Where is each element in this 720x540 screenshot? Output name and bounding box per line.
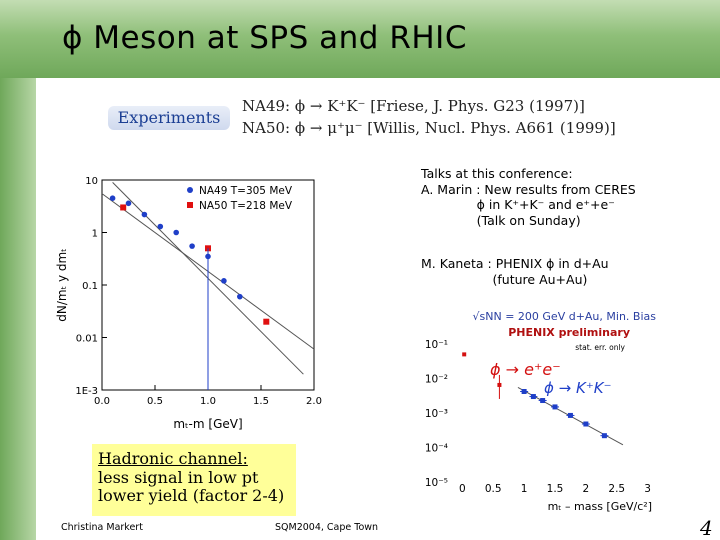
y-tick-label: 10⁻⁴ [425, 443, 448, 455]
phenix-spectrum-chart: √sNN = 200 GeV d+Au, Min. Bias PHENIX pre… [425, 310, 657, 513]
footer-author: Christina Markert [61, 522, 143, 533]
data-point-na49 [109, 195, 116, 202]
data-point-na49 [141, 211, 148, 218]
x-tick-label: 2 [583, 483, 590, 495]
x-tick-label: 1.0 [200, 396, 216, 407]
y-tick-label: 1E-3 [75, 386, 98, 397]
footer-conference: SQM2004, Cape Town [275, 522, 379, 533]
x-axis-label: mₜ-m [GeV] [173, 417, 242, 431]
page-number: 4 [700, 516, 713, 540]
talks-note: Talks at this conference: A. Marin : New… [421, 166, 636, 228]
x-tick-label: 1.5 [547, 483, 564, 495]
legend-marker-na49 [187, 187, 193, 193]
sps-spectrum-chart: 0.0 0.5 1.0 1.5 2.0 10 1 0.1 0.01 1E-3 mₜ-m [GeV] d… [55, 176, 322, 431]
hadronic-line-1: less signal in low pt [98, 467, 259, 487]
x-tick-label: 0.5 [147, 396, 163, 407]
x-tick-label: 3 [644, 483, 651, 495]
talks-note-kaneta: M. Kaneta : PHENIX ϕ in d+Au (future Au+… [421, 256, 609, 287]
legend-marker-na50 [187, 202, 193, 208]
y-tick-label: 1 [92, 229, 98, 240]
experiment-line-na49: NA49: ϕ → K⁺K⁻ [Friese, J. Phys. G23 (19… [242, 97, 585, 115]
hadronic-channel-note: Hadronic channel: less signal in low pt … [92, 444, 296, 516]
x-tick-label: 0.5 [485, 483, 502, 495]
hadronic-line-2: lower yield (factor 2-4) [98, 486, 285, 505]
y-tick-label: 0.1 [82, 281, 98, 292]
phenix-title: √sNN = 200 GeV d+Au, Min. Bias [473, 310, 657, 323]
data-point-na49 [157, 223, 164, 230]
x-tick-label: 1 [521, 483, 528, 495]
hadronic-title: Hadronic channel: [98, 449, 248, 468]
series-label-kk: ϕ → K⁺K⁻ [544, 379, 612, 397]
data-point-na49 [189, 243, 195, 249]
x-tick-label: 0 [459, 483, 466, 495]
y-tick-label: 10 [85, 176, 98, 187]
legend-label: NA49 T=305 MeV [199, 185, 293, 197]
data-point-na50 [120, 204, 127, 211]
x-axis-label: mₜ – mass [GeV/c²] [548, 500, 652, 513]
data-point-na49 [173, 229, 179, 236]
data-point-na49 [237, 293, 243, 300]
y-axis-label: dN/mₜ y dmₜ [55, 248, 69, 321]
phenix-subtitle: PHENIX preliminary [508, 326, 630, 339]
experiment-line-na50: NA50: ϕ → μ⁺μ⁻ [Willis, Nucl. Phys. A661… [242, 119, 616, 137]
legend-label: NA50 T=218 MeV [199, 200, 293, 212]
data-point-na49 [125, 200, 132, 207]
x-tick-label: 1.5 [253, 396, 269, 407]
data-point-na49 [221, 278, 227, 284]
y-tick-label: 10⁻¹ [425, 339, 448, 351]
x-tick-label: 0.0 [94, 396, 110, 407]
x-tick-label: 2.5 [608, 483, 625, 495]
slide-sidebar [0, 78, 36, 540]
data-point-na50 [263, 318, 270, 325]
y-tick-label: 10⁻³ [425, 408, 448, 420]
series-label-ee: ϕ → e⁺e⁻ [490, 360, 561, 379]
x-tick-label: 2.0 [306, 396, 322, 407]
slide-title: ϕ Meson at SPS and RHIC [62, 20, 467, 56]
slide-header [0, 0, 720, 78]
y-tick-label: 10⁻⁵ [425, 477, 448, 489]
y-tick-label: 10⁻² [425, 374, 448, 386]
phenix-annotation: stat. err. only [575, 343, 625, 352]
y-tick-label: 0.01 [76, 334, 98, 345]
experiments-label: Experiments [108, 106, 230, 130]
data-point-ee [462, 352, 467, 357]
